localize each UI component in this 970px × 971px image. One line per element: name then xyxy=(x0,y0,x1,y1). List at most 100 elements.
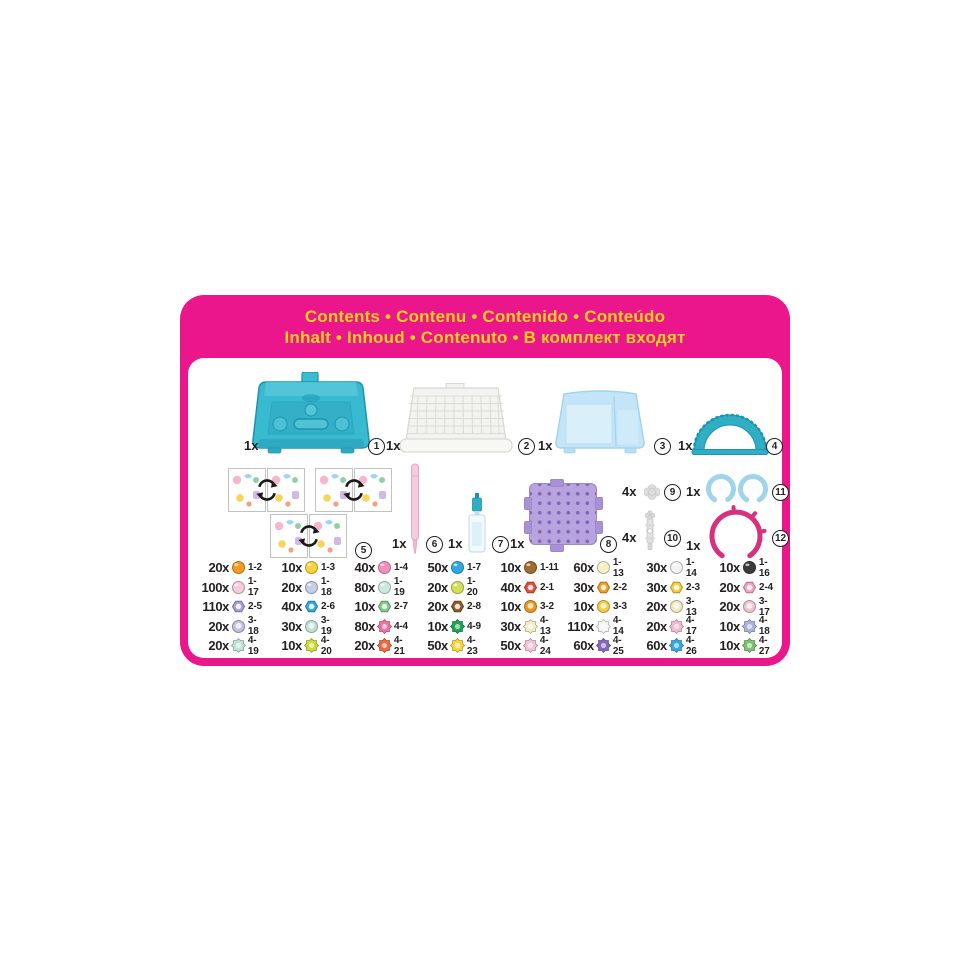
item-number-3: 3 xyxy=(654,438,671,455)
bead-count: 20x xyxy=(281,579,302,595)
bead-count-item: 100x 1-17 xyxy=(194,576,267,598)
flip-arrows-icon xyxy=(343,479,365,501)
bead-count: 20x xyxy=(646,618,667,634)
pegboard-tab xyxy=(550,544,564,552)
flower-part-icon xyxy=(644,484,660,500)
item-number-10: 10 xyxy=(664,530,681,547)
bead-count-item: 20x 3-17 xyxy=(705,596,778,618)
bead-round-icon xyxy=(742,560,757,575)
bead-jewel-icon xyxy=(669,580,684,595)
bead-count: 20x xyxy=(719,599,740,615)
bead-code: 1-3 xyxy=(321,562,335,574)
count-label-8: 1x xyxy=(510,536,525,551)
bead-count-item: 20x 1-18 xyxy=(267,576,340,599)
template-sheet xyxy=(354,468,392,512)
bead-count-item: 10x 1-16 xyxy=(705,557,778,579)
count-label-11: 1x xyxy=(686,484,701,499)
bead-code: 1-18 xyxy=(320,576,332,599)
bead-count-item: 110x 2-5 xyxy=(194,597,267,617)
bead-jewel-icon xyxy=(377,599,392,614)
bead-count: 20x xyxy=(646,599,667,615)
count-label-10: 4x xyxy=(622,530,637,545)
flip-arrows-icon xyxy=(256,479,278,501)
bead-code: 1-19 xyxy=(393,576,405,599)
bead-count-item: 20x 2-4 xyxy=(705,578,778,598)
bead-count: 60x xyxy=(573,560,594,576)
bead-count: 10x xyxy=(719,618,740,634)
bead-count-item: 20x 4-19 xyxy=(194,635,267,657)
bead-count: 10x xyxy=(500,560,522,576)
arch-stand-icon xyxy=(691,413,769,455)
pegboard-tab xyxy=(595,497,603,510)
bead-count: 80x xyxy=(354,618,376,634)
bead-count-item: 50x 4-24 xyxy=(486,635,559,657)
bead-code: 1-11 xyxy=(540,562,559,574)
bead-polygon-icon xyxy=(230,638,246,654)
bead-jewel-icon xyxy=(450,599,465,614)
bead-code: 1-14 xyxy=(685,556,697,579)
bead-count: 10x xyxy=(427,618,449,634)
bead-code: 2-3 xyxy=(686,581,700,593)
bead-code: 3-13 xyxy=(685,595,697,618)
contents-panel: 1x 1 1x 2 xyxy=(188,358,789,658)
bead-round-icon xyxy=(377,580,392,595)
bead-count-item: 30x 3-19 xyxy=(267,615,340,637)
bead-grid: 20x 1-2 10x 1-3 40x 1-4 50x 1-7 10x 1-11 60x 1-13 30… xyxy=(194,556,778,657)
bead-polygon-icon xyxy=(522,618,538,634)
bead-count: 40x xyxy=(354,560,376,576)
bead-polygon-icon xyxy=(741,618,757,634)
bead-round-icon xyxy=(450,560,465,575)
count-label-4: 1x xyxy=(678,438,693,453)
bead-count: 30x xyxy=(646,560,667,576)
bead-jewel-icon xyxy=(231,599,246,614)
bead-count-item: 10x 4-27 xyxy=(705,635,778,657)
bead-count-item: 10x 3-2 xyxy=(486,597,559,617)
bead-count: 20x xyxy=(354,638,375,654)
bead-count: 10x xyxy=(719,638,740,654)
bead-count: 100x xyxy=(201,579,230,595)
count-label-1: 1x xyxy=(244,438,259,453)
bead-pearl-icon xyxy=(304,619,319,634)
bead-count-item: 20x 3-13 xyxy=(632,595,705,618)
bead-count-item: 60x 4-25 xyxy=(559,634,632,657)
item-number-2: 2 xyxy=(518,438,535,455)
carry-case-icon xyxy=(555,390,645,454)
header-line-1: Contents • Contenu • Contenido • Conteúd… xyxy=(304,307,666,326)
bead-code: 3-18 xyxy=(247,615,259,638)
bead-jewel-icon xyxy=(596,580,611,595)
bead-count-item: 50x 1-7 xyxy=(413,558,486,578)
bead-count-item: 80x 1-19 xyxy=(340,576,413,599)
bead-code: 4-23 xyxy=(466,634,478,657)
bead-count: 110x xyxy=(567,618,594,634)
bead-count-item: 20x 4-17 xyxy=(632,615,705,637)
bead-round-icon xyxy=(304,580,319,595)
bead-count-item: 20x 2-8 xyxy=(413,597,486,617)
bead-pearl-icon xyxy=(669,599,684,614)
bead-count-item: 30x 4-13 xyxy=(486,615,559,638)
item-number-12: 12 xyxy=(772,530,789,547)
bead-count-item: 60x 4-26 xyxy=(632,634,705,657)
bead-count: 30x xyxy=(500,618,521,634)
template-sheet xyxy=(228,468,266,512)
bead-count: 10x xyxy=(354,599,376,615)
bead-count: 10x xyxy=(281,560,303,576)
bead-count: 10x xyxy=(500,599,522,615)
bead-count-item: 20x 1-2 xyxy=(194,558,267,578)
item-number-7: 7 xyxy=(492,536,509,553)
bead-code: 4-13 xyxy=(539,615,551,638)
bead-count: 20x xyxy=(208,560,230,576)
sprayer-icon xyxy=(468,493,486,553)
bead-count: 20x xyxy=(208,638,229,654)
bead-code: 4-26 xyxy=(685,634,697,657)
bead-code: 1-4 xyxy=(394,562,408,574)
item-number-5: 5 xyxy=(355,542,372,559)
bead-code: 2-2 xyxy=(613,581,627,593)
bead-round-icon xyxy=(669,560,684,575)
template-sheet xyxy=(270,514,308,558)
bead-code: 4-25 xyxy=(612,634,624,657)
bead-code: 1-20 xyxy=(466,576,478,599)
item-number-9: 9 xyxy=(664,484,681,501)
bead-code: 4-21 xyxy=(393,634,405,657)
bead-count: 50x xyxy=(427,638,448,654)
